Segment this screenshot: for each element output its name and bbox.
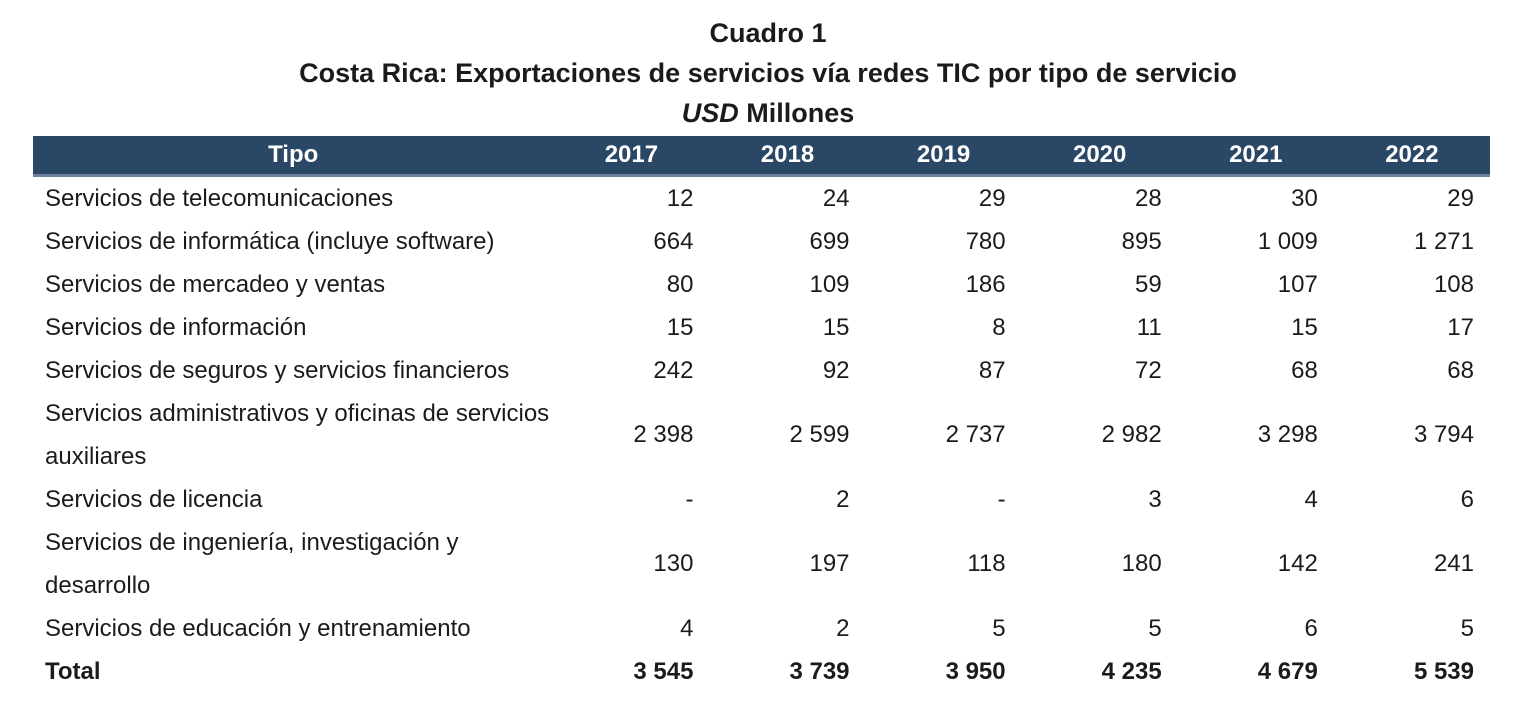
cell-value: 118 (967, 550, 1006, 577)
total-value: 4 679 (1257, 657, 1318, 685)
cell-value: 12 (666, 184, 694, 212)
column-header-2017: 2017 (553, 136, 710, 177)
cell-value: 11 (1136, 313, 1162, 341)
table-row: Servicios administrativos y oficinas de … (33, 392, 1490, 478)
cell-value: 4 (1304, 485, 1318, 513)
subtitle-unit: Millones (746, 98, 855, 128)
cell-value: 242 (653, 356, 694, 384)
total-value: 3 545 (633, 657, 694, 685)
cell-value: 664 (653, 227, 694, 255)
cell-value: 180 (1121, 550, 1162, 577)
subtitle-currency: USD (681, 98, 739, 128)
table-number: Cuadro 1 (709, 18, 827, 48)
table-caption: Cuadro 1 Costa Rica: Exportaciones de se… (0, 13, 1536, 133)
table-row: Servicios de información 15 15 8 11 15 1… (33, 306, 1490, 349)
cell-value: 3 794 (1413, 421, 1474, 448)
page-title: Costa Rica: Exportaciones de servicios v… (299, 58, 1237, 88)
cell-value: 80 (666, 270, 694, 298)
cell-value: 5 (1148, 614, 1162, 642)
cell-value: 241 (1433, 550, 1474, 577)
cell-value: 15 (666, 313, 694, 341)
cell-value: 2 599 (789, 421, 850, 448)
cell-value: 186 (965, 270, 1006, 298)
cell-value: 15 (822, 313, 850, 341)
cell-value: 6 (1460, 485, 1474, 513)
data-table: Tipo 2017 2018 2019 2020 2021 2022 Servi… (33, 136, 1490, 693)
cell-value: 2 398 (633, 421, 694, 448)
cell-value: 197 (809, 550, 850, 577)
cell-value: 699 (809, 227, 850, 255)
cell-value: 142 (1277, 550, 1318, 577)
table-row: Servicios de ingeniería, investigación y… (33, 521, 1490, 607)
cell-value: 2 982 (1101, 421, 1162, 448)
cell-value: 92 (822, 356, 850, 384)
cell-value: 8 (992, 313, 1006, 341)
row-label: Servicios de informática (incluye softwa… (45, 227, 495, 255)
cell-value: 130 (653, 550, 694, 577)
row-label: Servicios de licencia (45, 485, 263, 513)
row-label: Servicios administrativos y oficinas de … (45, 399, 550, 470)
cell-value: 24 (822, 184, 850, 212)
cell-value: 2 (836, 485, 850, 513)
cell-value: 107 (1277, 270, 1318, 298)
table-row: Servicios de educación y entrenamiento 4… (33, 607, 1490, 650)
cell-value: 6 (1304, 614, 1318, 642)
column-header-2020: 2020 (1021, 136, 1178, 177)
cell-value: 4 (680, 614, 694, 642)
cell-value: 87 (978, 356, 1006, 384)
table-row: Servicios de informática (incluye softwa… (33, 220, 1490, 263)
cell-value: - (997, 485, 1006, 513)
total-value: 3 739 (789, 657, 850, 685)
row-label: Servicios de mercadeo y ventas (45, 270, 386, 298)
cell-value: 68 (1447, 356, 1474, 384)
row-label: Servicios de educación y entrenamiento (45, 614, 471, 642)
total-value: 3 950 (945, 657, 1006, 685)
table-row: Servicios de licencia - 2 - 3 4 6 (33, 478, 1490, 521)
cell-value: 17 (1447, 313, 1474, 341)
cell-value: 1 271 (1413, 227, 1474, 255)
cell-value: 28 (1135, 184, 1162, 212)
table-row: Servicios de mercadeo y ventas 80 109 18… (33, 263, 1490, 306)
column-header-2021: 2021 (1177, 136, 1334, 177)
cell-value: 780 (965, 227, 1006, 255)
table-row: Servicios de seguros y servicios financi… (33, 349, 1490, 392)
cell-value: 108 (1433, 270, 1474, 298)
cell-value: 5 (1460, 614, 1474, 642)
cell-value: 30 (1291, 184, 1318, 212)
cell-value: 5 (992, 614, 1006, 642)
cell-value: 109 (809, 270, 850, 298)
total-value: 5 539 (1413, 657, 1474, 685)
row-label: Servicios de telecomunicaciones (45, 184, 394, 212)
cell-value: 29 (978, 184, 1006, 212)
cell-value: 29 (1447, 184, 1474, 212)
cell-value: 3 298 (1257, 421, 1318, 448)
table-total-row: Total 3 545 3 739 3 950 4 235 4 679 5 53… (33, 650, 1490, 693)
cell-value: 2 737 (945, 421, 1006, 448)
cell-value: 1 009 (1257, 227, 1318, 255)
cell-value: 895 (1121, 227, 1162, 255)
row-label: Servicios de seguros y servicios financi… (45, 356, 510, 384)
cell-value: 2 (836, 614, 850, 642)
cell-value: - (685, 485, 694, 513)
column-header-2022: 2022 (1333, 136, 1490, 177)
column-header-2019: 2019 (865, 136, 1022, 177)
total-value: 4 235 (1101, 657, 1162, 685)
column-header-tipo: Tipo (33, 136, 554, 177)
cell-value: 59 (1135, 270, 1162, 298)
table-header-row: Tipo 2017 2018 2019 2020 2021 2022 (33, 136, 1490, 177)
cell-value: 68 (1291, 356, 1318, 384)
cell-value: 72 (1135, 356, 1162, 384)
row-label: Servicios de ingeniería, investigación y… (45, 528, 459, 599)
cell-value: 3 (1148, 485, 1162, 513)
row-label: Servicios de información (45, 313, 307, 341)
table-subtitle: USD Millones (0, 93, 1536, 133)
cell-value: 15 (1291, 313, 1318, 341)
table-row: Servicios de telecomunicaciones 12 24 29… (33, 175, 1490, 220)
total-label: Total (45, 657, 101, 685)
column-header-2018: 2018 (709, 136, 866, 177)
